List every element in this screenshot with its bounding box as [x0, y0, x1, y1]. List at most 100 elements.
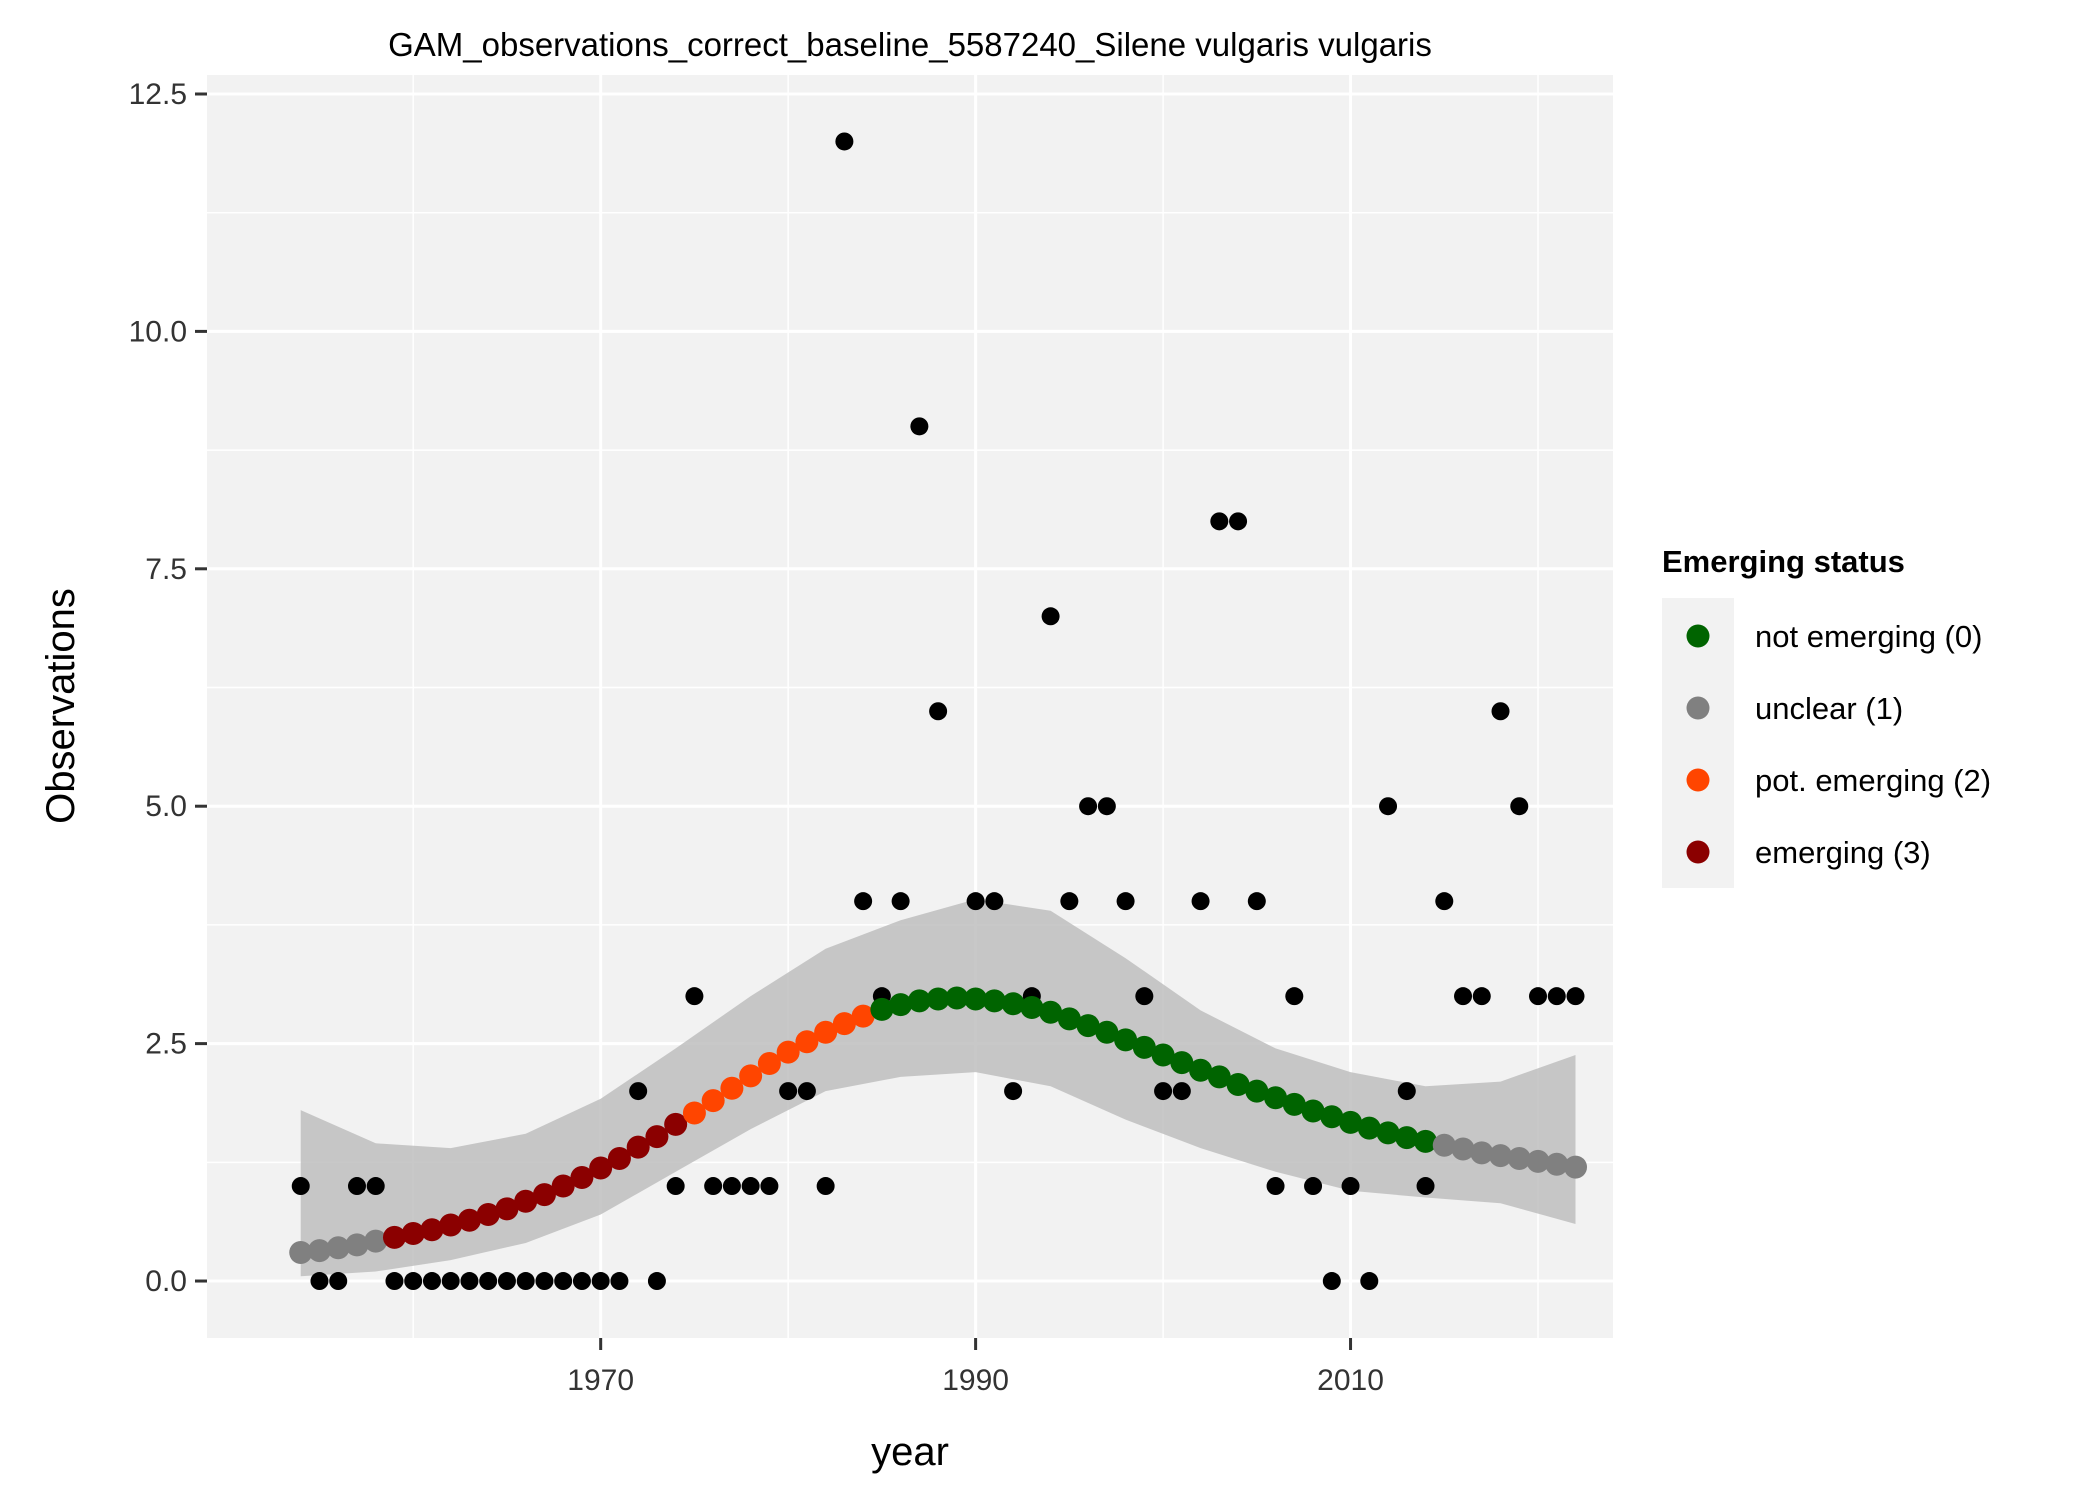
- x-axis: 1970 1990 2010: [567, 1338, 1384, 1397]
- gam-fit-point: [1132, 1035, 1156, 1059]
- observation-point: [329, 1272, 348, 1291]
- y-tick-label: 0.0: [145, 1265, 187, 1298]
- gam-fit-point: [814, 1020, 838, 1044]
- chart-title: GAM_observations_correct_baseline_558724…: [388, 26, 1432, 63]
- gam-fit-point: [626, 1135, 650, 1159]
- observation-point: [1322, 1272, 1341, 1291]
- gam-fit-points: [289, 986, 1588, 1265]
- gam-fit-point: [739, 1064, 763, 1088]
- gam-fit-point: [1451, 1137, 1475, 1161]
- legend-key-3: [1686, 840, 1710, 864]
- observation-point: [1266, 1177, 1285, 1196]
- gam-fit-point: [551, 1174, 575, 1198]
- observation-point: [310, 1272, 329, 1291]
- gam-fit-point: [907, 989, 931, 1013]
- gam-fit-point: [1151, 1043, 1175, 1067]
- gam-fit-point: [401, 1222, 425, 1246]
- observation-point: [854, 892, 873, 911]
- observation-point: [1004, 1082, 1023, 1101]
- observation-point: [760, 1177, 779, 1196]
- observation-point: [1154, 1082, 1173, 1101]
- gam-fit-point: [682, 1101, 706, 1125]
- gam-fit-point: [1095, 1020, 1119, 1044]
- gam-fit-point: [851, 1004, 875, 1028]
- gam-fit-point: [1301, 1099, 1325, 1123]
- gam-fit-point: [889, 993, 913, 1017]
- observation-point: [497, 1272, 516, 1291]
- gam-fit-point: [1189, 1058, 1213, 1082]
- observation-point: [460, 1272, 479, 1291]
- observation-point: [1247, 892, 1266, 911]
- gam-fit-point: [570, 1166, 594, 1190]
- gam-fit-point: [439, 1213, 463, 1237]
- gam-fit-point: [1545, 1152, 1569, 1176]
- observation-point: [647, 1272, 666, 1291]
- observation-point: [891, 892, 910, 911]
- gam-fit-point: [645, 1125, 669, 1149]
- observation-point: [347, 1177, 366, 1196]
- gam-fit-point: [1001, 992, 1025, 1016]
- observation-point: [1116, 892, 1135, 911]
- observation-point: [741, 1177, 760, 1196]
- gam-fit-point: [664, 1112, 688, 1136]
- legend-label-0: not emerging (0): [1755, 619, 1982, 654]
- gam-fit-point: [1226, 1072, 1250, 1096]
- observation-point: [554, 1272, 573, 1291]
- observation-point: [966, 892, 985, 911]
- observation-point: [1191, 892, 1210, 911]
- observation-point: [422, 1272, 441, 1291]
- gam-fit-point: [420, 1218, 444, 1242]
- gam-fit-point: [1339, 1110, 1363, 1134]
- gam-fit-point: [589, 1156, 613, 1180]
- observation-point: [1172, 1082, 1191, 1101]
- legend-title: Emerging status: [1662, 544, 1905, 579]
- legend-key-0: [1686, 624, 1710, 648]
- legend-key-2: [1686, 768, 1710, 792]
- gam-fit-point: [926, 987, 950, 1011]
- gam-fit-point: [289, 1241, 313, 1265]
- observation-point: [1229, 512, 1248, 531]
- gam-fit-point: [1057, 1007, 1081, 1031]
- gam-fit-point: [1357, 1116, 1381, 1140]
- observation-point: [1566, 987, 1585, 1006]
- gam-fit-point: [795, 1030, 819, 1054]
- observation-point: [910, 417, 929, 436]
- gam-fit-point: [457, 1208, 481, 1232]
- gam-fit-point: [364, 1229, 388, 1253]
- y-tick-label: 2.5: [145, 1028, 187, 1061]
- gam-fit-point: [476, 1203, 500, 1227]
- x-tick-label: 1970: [567, 1364, 634, 1397]
- gam-fit-point: [1376, 1121, 1400, 1145]
- observation-point: [816, 1177, 835, 1196]
- observation-point: [610, 1272, 629, 1291]
- confidence-band: [300, 899, 1576, 1277]
- y-tick-label: 5.0: [145, 790, 187, 823]
- y-axis: 0.0 2.5 5.0 7.5 10.0 12.5: [129, 78, 207, 1298]
- observation-point: [441, 1272, 460, 1291]
- observation-point: [1041, 607, 1060, 626]
- observation-point: [1529, 987, 1548, 1006]
- observation-point: [1454, 987, 1473, 1006]
- observation-point: [1079, 797, 1098, 816]
- y-tick-label: 12.5: [129, 78, 187, 111]
- legend-label-2: pot. emerging (2): [1755, 763, 1991, 798]
- observation-point: [1135, 987, 1154, 1006]
- x-tick-label: 2010: [1317, 1364, 1384, 1397]
- gam-fit-point: [1039, 1000, 1063, 1024]
- observation-point: [1097, 797, 1116, 816]
- gam-fit-point: [720, 1076, 744, 1100]
- gam-fit-point: [1264, 1086, 1288, 1110]
- gam-fit-point: [832, 1012, 856, 1036]
- gam-fit-point: [1020, 996, 1044, 1020]
- observation-point: [1304, 1177, 1323, 1196]
- observation-point: [779, 1082, 798, 1101]
- gam-fit-point: [1432, 1133, 1456, 1157]
- gam-fit-point: [701, 1089, 725, 1113]
- observation-point: [1435, 892, 1454, 911]
- gam-fit-point: [1489, 1144, 1513, 1168]
- y-tick-label: 7.5: [145, 553, 187, 586]
- observation-point: [1210, 512, 1229, 531]
- legend-label-3: emerging (3): [1755, 835, 1931, 870]
- legend: Emerging status not emerging (0) unclear …: [1662, 544, 1991, 888]
